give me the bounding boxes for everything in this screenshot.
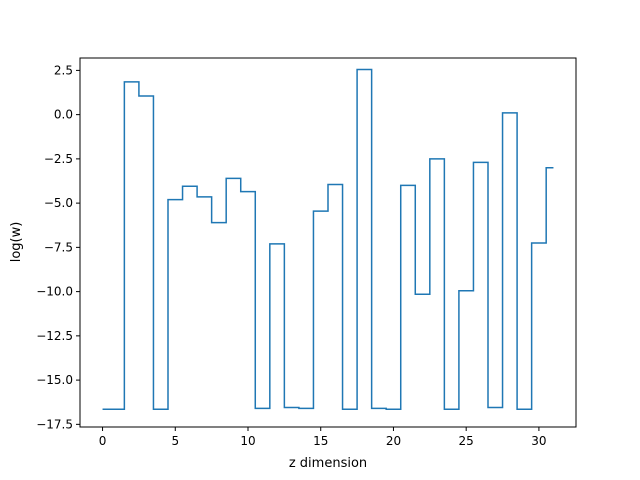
y-tick-label: −2.5	[44, 152, 73, 166]
axes-frame	[79, 57, 577, 428]
x-tick-label: 30	[531, 434, 546, 448]
x-tick-label: 15	[313, 434, 328, 448]
y-tick-label: −10.0	[36, 285, 73, 299]
y-tick-label: −17.5	[36, 417, 73, 431]
series-line-0	[102, 68, 554, 411]
y-tick-label: −7.5	[44, 240, 73, 254]
x-tick-label: 5	[171, 434, 179, 448]
x-tick-label: 20	[386, 434, 401, 448]
x-tick-label: 10	[240, 434, 255, 448]
y-tick-label: −12.5	[36, 329, 73, 343]
y-tick-label: 0.0	[54, 108, 73, 122]
y-axis-label: log(w)	[9, 222, 24, 263]
x-tick-label: 0	[99, 434, 107, 448]
y-axis: 2.5 0.0 −2.5 −5.0 −7.5 −10.0 −12.5 −15.0 −17.5	[36, 63, 80, 431]
y-tick-label: −15.0	[36, 373, 73, 387]
x-axis: 0 5 10 15 20 25 30	[99, 427, 547, 448]
x-tick-label: 25	[459, 434, 474, 448]
x-axis-label: z dimension	[289, 456, 367, 471]
y-tick-label: −5.0	[44, 196, 73, 210]
series-layer	[102, 68, 554, 411]
y-tick-label: 2.5	[54, 63, 73, 77]
